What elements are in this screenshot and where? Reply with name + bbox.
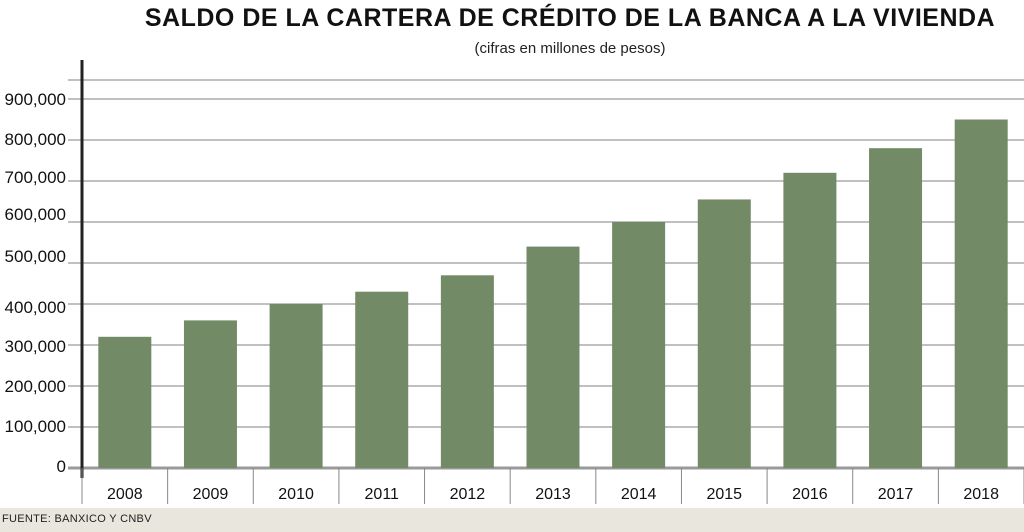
y-tick-label: 300,000 <box>5 337 66 356</box>
bar-2011 <box>355 291 409 468</box>
y-tick-label: 700,000 <box>5 168 66 187</box>
footer-bar: FUENTE: BANXICO Y CNBV <box>0 508 1024 532</box>
bar-2016 <box>783 172 837 469</box>
bar-2014 <box>612 222 666 468</box>
x-tick-label: 2012 <box>450 486 486 503</box>
bar-2013 <box>526 246 580 468</box>
y-tick-label: 400,000 <box>5 298 66 317</box>
y-tick-label: 0 <box>57 457 66 476</box>
source-note: FUENTE: BANXICO Y CNBV <box>2 513 152 525</box>
y-tick-label: 500,000 <box>5 247 66 266</box>
chart-subtitle: (cifras en millones de pesos) <box>474 40 666 57</box>
x-tick-label: 2014 <box>621 486 657 503</box>
y-tick-label: 900,000 <box>5 90 66 109</box>
x-tick-label: 2013 <box>535 486 571 503</box>
bar-2008 <box>98 336 152 468</box>
x-tick-label: 2018 <box>963 486 999 503</box>
x-tick-label: 2015 <box>706 486 742 503</box>
x-tick-label: 2016 <box>792 486 828 503</box>
bar-2015 <box>697 199 751 468</box>
x-tick-label: 2008 <box>107 486 143 503</box>
bar-2009 <box>183 320 237 468</box>
bar-2018 <box>954 119 1008 468</box>
bar-2017 <box>869 148 923 468</box>
bar-2012 <box>440 275 494 468</box>
y-tick-label: 200,000 <box>5 377 66 396</box>
y-tick-label: 600,000 <box>5 205 66 224</box>
y-tick-label: 800,000 <box>5 130 66 149</box>
x-tick-label: 2017 <box>878 486 914 503</box>
x-tick-label: 2011 <box>365 486 400 503</box>
chart-title: SALDO DE LA CARTERA DE CRÉDITO DE LA BAN… <box>144 4 996 32</box>
bar-chart: 0 100,000 200,000 300,000 400,000 500,000 600,… <box>5 60 1024 504</box>
x-tick-label: 2009 <box>193 486 229 503</box>
x-tick-label: 2010 <box>278 486 314 503</box>
bar-2010 <box>269 304 323 468</box>
y-tick-label: 100,000 <box>5 417 66 436</box>
